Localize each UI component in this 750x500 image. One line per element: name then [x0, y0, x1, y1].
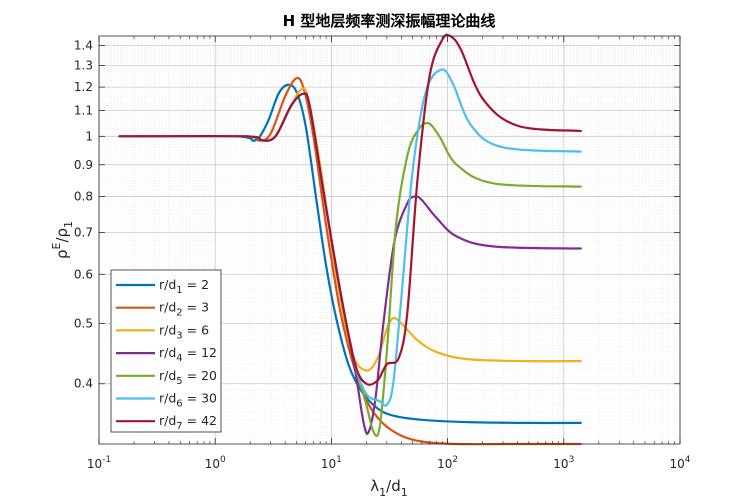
y-tick-label: 0.6: [74, 267, 93, 281]
y-tick-label: 1: [85, 129, 93, 143]
x-tick-label: 104: [669, 455, 690, 471]
y-tick-label: 1.1: [74, 104, 93, 118]
x-axis-label: λ1/d1: [370, 477, 407, 499]
y-tick-label: 1.2: [74, 80, 93, 94]
legend-label: r/d2 = 3: [159, 300, 209, 319]
x-tick-label: 101: [321, 455, 342, 471]
legend: r/d1 = 2 r/d2 = 3 r/d3 = 6 r/d4 = 12 r/d5 = …: [110, 269, 222, 433]
y-tick-label: 0.7: [74, 226, 93, 240]
x-tick-label: 102: [437, 455, 458, 471]
y-tick-label: 0.9: [74, 158, 93, 172]
ticks: [98, 36, 681, 444]
x-tick-label: 103: [553, 455, 574, 471]
legend-label: r/d3 = 6: [159, 322, 209, 341]
y-tick-label: 1.4: [74, 38, 93, 52]
series-line-1: [118, 83, 582, 425]
x-tick-label: 100: [205, 455, 226, 471]
legend-label: r/d5 = 20: [159, 368, 217, 387]
legend-label: r/d1 = 2: [159, 277, 209, 296]
y-tick-label: 0.8: [74, 190, 93, 204]
x-tick-label: 10-1: [87, 455, 111, 471]
legend-label: r/d7 = 42: [159, 413, 217, 432]
y-tick-labels: 0.4 0.5 0.6 0.7 0.8 0.9 1 1.1 1.2 1.3 1.4: [74, 38, 93, 390]
legend-label: r/d4 = 12: [159, 345, 217, 364]
y-tick-label: 0.4: [74, 377, 93, 391]
series-layer: [118, 33, 582, 446]
x-tick-labels: 10-1 100 101 102 103 104: [87, 455, 691, 471]
legend-box: [110, 269, 222, 433]
axes-box: [98, 35, 681, 445]
y-tick-label: 1.3: [74, 58, 93, 72]
chart-title: H 型地层频率测深振幅理论曲线: [283, 12, 496, 30]
y-tick-label: 0.5: [74, 316, 93, 330]
legend-label: r/d6 = 30: [159, 391, 217, 410]
y-axis-label: ρE/ρ1: [50, 221, 75, 259]
